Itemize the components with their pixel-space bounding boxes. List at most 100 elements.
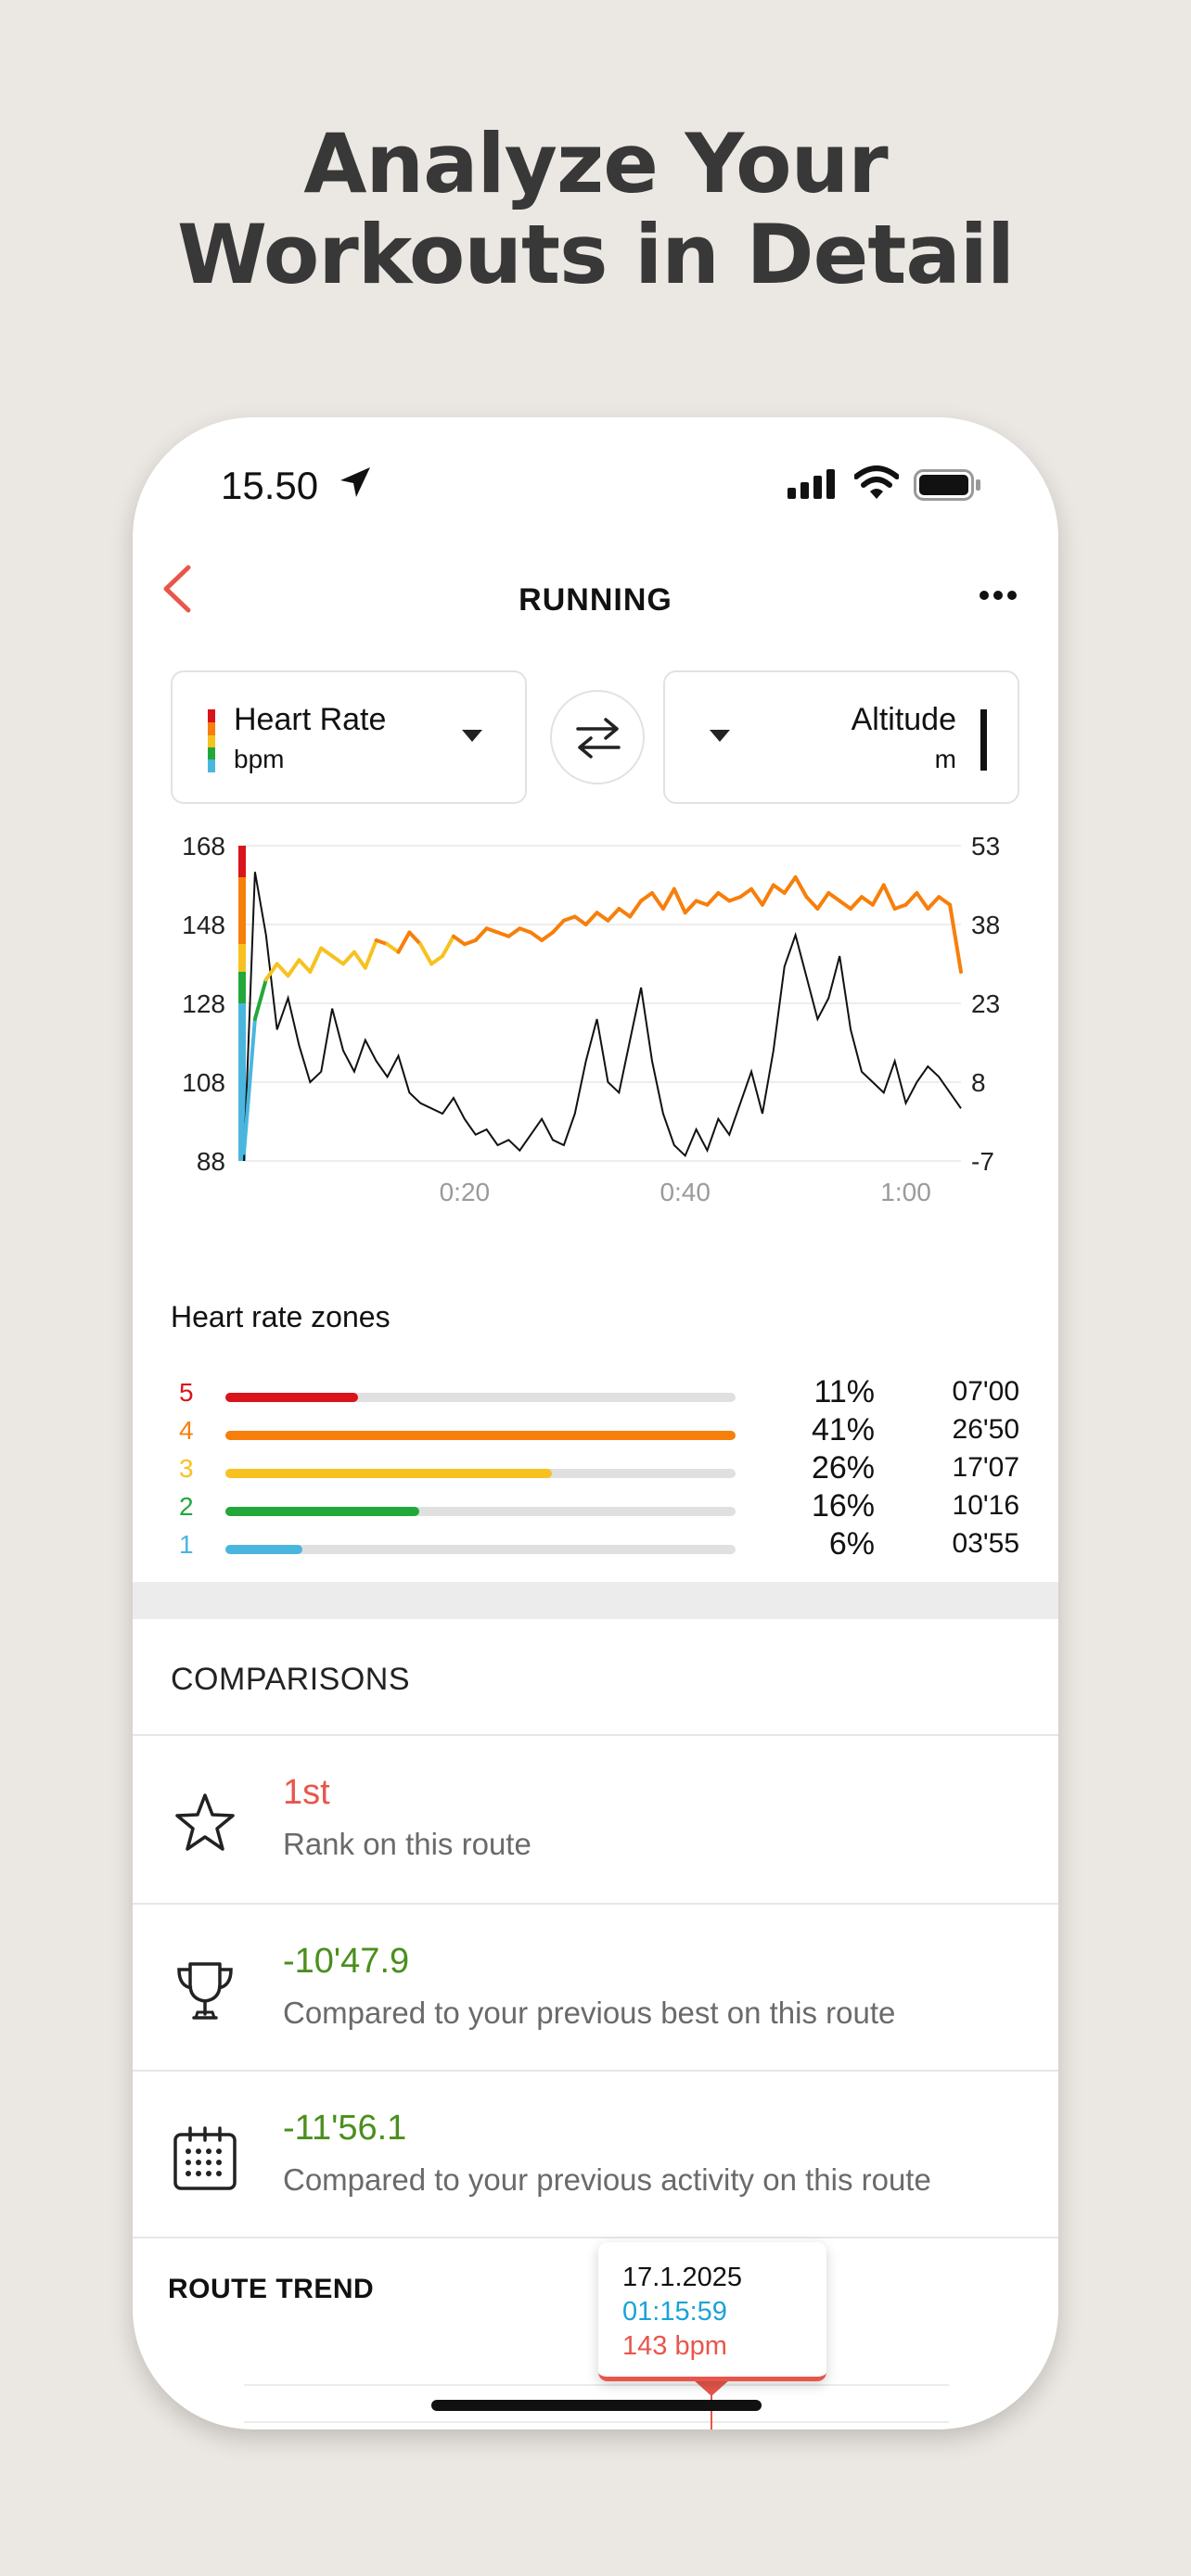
- hr-zone-row: 1 6% 03'55: [133, 1526, 1058, 1568]
- hr-zone-row: 5 11% 07'00: [133, 1374, 1058, 1416]
- comparison-previous[interactable]: -11'56.1 Compared to your previous activ…: [133, 2072, 1058, 2237]
- heart-rate-segment: [639, 891, 655, 903]
- comparison-best[interactable]: -10'47.9 Compared to your previous best …: [133, 1905, 1058, 2070]
- tooltip-pointer: [693, 2379, 730, 2396]
- signal-icon: [788, 469, 835, 499]
- zone-number: 2: [179, 1492, 194, 1521]
- heart-rate-segment: [561, 914, 577, 923]
- heart-rate-segment: [462, 938, 478, 947]
- heart-rate-segment: [484, 926, 500, 935]
- x-tick-label: 1:00: [880, 1178, 931, 1206]
- tooltip-hr: 143 bpm: [622, 2331, 727, 2361]
- heart-rate-segment: [650, 891, 665, 911]
- left-metric-name: Heart Rate: [234, 702, 387, 737]
- section-separator: [133, 1582, 1058, 1619]
- wifi-icon: [854, 465, 899, 499]
- heart-rate-segment: [572, 914, 588, 926]
- heart-rate-segment: [518, 926, 533, 935]
- right-metric-unit: m: [934, 745, 956, 773]
- phone-screen: 15.50 RUNNING Heart Rate: [133, 417, 1058, 2429]
- heart-rate-segment: [441, 934, 455, 958]
- heart-rate-segment: [738, 886, 754, 899]
- heart-rate-segment: [396, 930, 412, 954]
- heart-rate-segment: [672, 886, 687, 915]
- back-button[interactable]: [149, 556, 205, 621]
- tooltip-duration: 01:15:59: [622, 2297, 727, 2327]
- zone-bar-fill: [225, 1507, 419, 1516]
- heart-rate-segment: [705, 891, 721, 907]
- chevron-down-icon: [462, 730, 482, 742]
- heart-rate-segment: [926, 895, 941, 911]
- zone-number: 1: [179, 1530, 194, 1559]
- heart-rate-segment: [374, 938, 390, 947]
- y-left-tick-label: 128: [182, 989, 225, 1018]
- hr-zone-gradient-icon: [208, 709, 215, 772]
- heart-rate-segment: [506, 926, 522, 938]
- zone-bar: [225, 1393, 736, 1402]
- heart-rate-segment: [330, 954, 346, 966]
- heart-rate-segment: [407, 930, 423, 947]
- workout-chart[interactable]: 168 148 128 108 88 53 38 23 8 -7 0:20 0:40 1:00: [133, 825, 1058, 1215]
- comparison-rank[interactable]: 1st Rank on this route: [133, 1736, 1058, 1901]
- heart-rate-segment: [683, 899, 698, 915]
- trophy-icon: [177, 1962, 233, 2020]
- zone-time: 17'07: [952, 1452, 1019, 1483]
- heart-rate-segment: [341, 950, 356, 966]
- heart-rate-segment: [385, 942, 401, 954]
- comparison-desc: Compared to your previous activity on th…: [283, 2162, 931, 2197]
- heart-rate-segment: [749, 886, 764, 907]
- tooltip-date: 17.1.2025: [622, 2263, 743, 2292]
- zone-bar-fill: [225, 1545, 302, 1554]
- more-options-icon[interactable]: [966, 577, 1031, 614]
- y-left-tick-label: 168: [182, 832, 225, 861]
- heart-rate-segment: [881, 883, 897, 911]
- y-left-tick-label: 108: [182, 1068, 225, 1097]
- zone-time: 26'50: [952, 1414, 1019, 1445]
- zone-bar: [225, 1431, 736, 1440]
- heart-rate-segment: [263, 962, 279, 982]
- heart-rate-segment: [727, 895, 743, 903]
- heart-rate-segment: [352, 950, 367, 970]
- zone-percent: 41%: [811, 1412, 875, 1447]
- zone-percent: 11%: [813, 1374, 875, 1409]
- swap-metrics-button[interactable]: [550, 690, 645, 784]
- left-metric-selector[interactable]: Heart Rate bpm: [171, 670, 527, 804]
- heart-rate-segment: [948, 902, 963, 974]
- y-right-tick-label: 8: [971, 1068, 986, 1097]
- heart-rate-segment: [849, 895, 864, 911]
- hr-zone-axis-segment: [238, 1003, 246, 1161]
- zone-number: 3: [179, 1454, 194, 1483]
- heart-rate-segment: [660, 886, 676, 911]
- hr-zone-row: 2 16% 10'16: [133, 1488, 1058, 1530]
- hr-zones-title: Heart rate zones: [171, 1300, 391, 1333]
- chevron-down-icon: [710, 730, 730, 742]
- heart-rate-segment: [937, 895, 953, 907]
- comparison-value: -10'47.9: [283, 1942, 410, 1981]
- comparison-value: -11'56.1: [283, 2109, 407, 2148]
- swap-arrows-icon: [576, 718, 621, 759]
- zone-bar: [225, 1545, 736, 1554]
- home-indicator[interactable]: [431, 2400, 762, 2411]
- zone-percent: 26%: [811, 1450, 875, 1486]
- heart-rate-segment: [418, 942, 434, 966]
- zone-time: 10'16: [952, 1490, 1019, 1521]
- heart-rate-segment: [892, 902, 908, 911]
- heart-rate-segment: [716, 891, 732, 903]
- zone-number: 5: [179, 1378, 194, 1407]
- heart-rate-segment: [275, 962, 290, 978]
- y-right-tick-label: 23: [971, 989, 1000, 1018]
- comparisons-title: COMPARISONS: [171, 1662, 411, 1697]
- heart-rate-segment: [308, 946, 324, 974]
- left-metric-unit: bpm: [234, 745, 285, 773]
- heart-rate-segment: [815, 891, 831, 911]
- heart-rate-segment: [628, 899, 644, 919]
- location-arrow-icon: [340, 467, 370, 497]
- heart-rate-segment: [617, 907, 633, 919]
- zone-bar-fill: [225, 1393, 358, 1402]
- zone-bar-fill: [225, 1431, 736, 1440]
- right-metric-selector[interactable]: Altitude m: [663, 670, 1019, 804]
- zone-bar: [225, 1469, 736, 1478]
- hr-zone-axis-segment: [238, 944, 246, 972]
- heart-rate-segment: [451, 934, 467, 947]
- zone-time: 07'00: [952, 1376, 1019, 1407]
